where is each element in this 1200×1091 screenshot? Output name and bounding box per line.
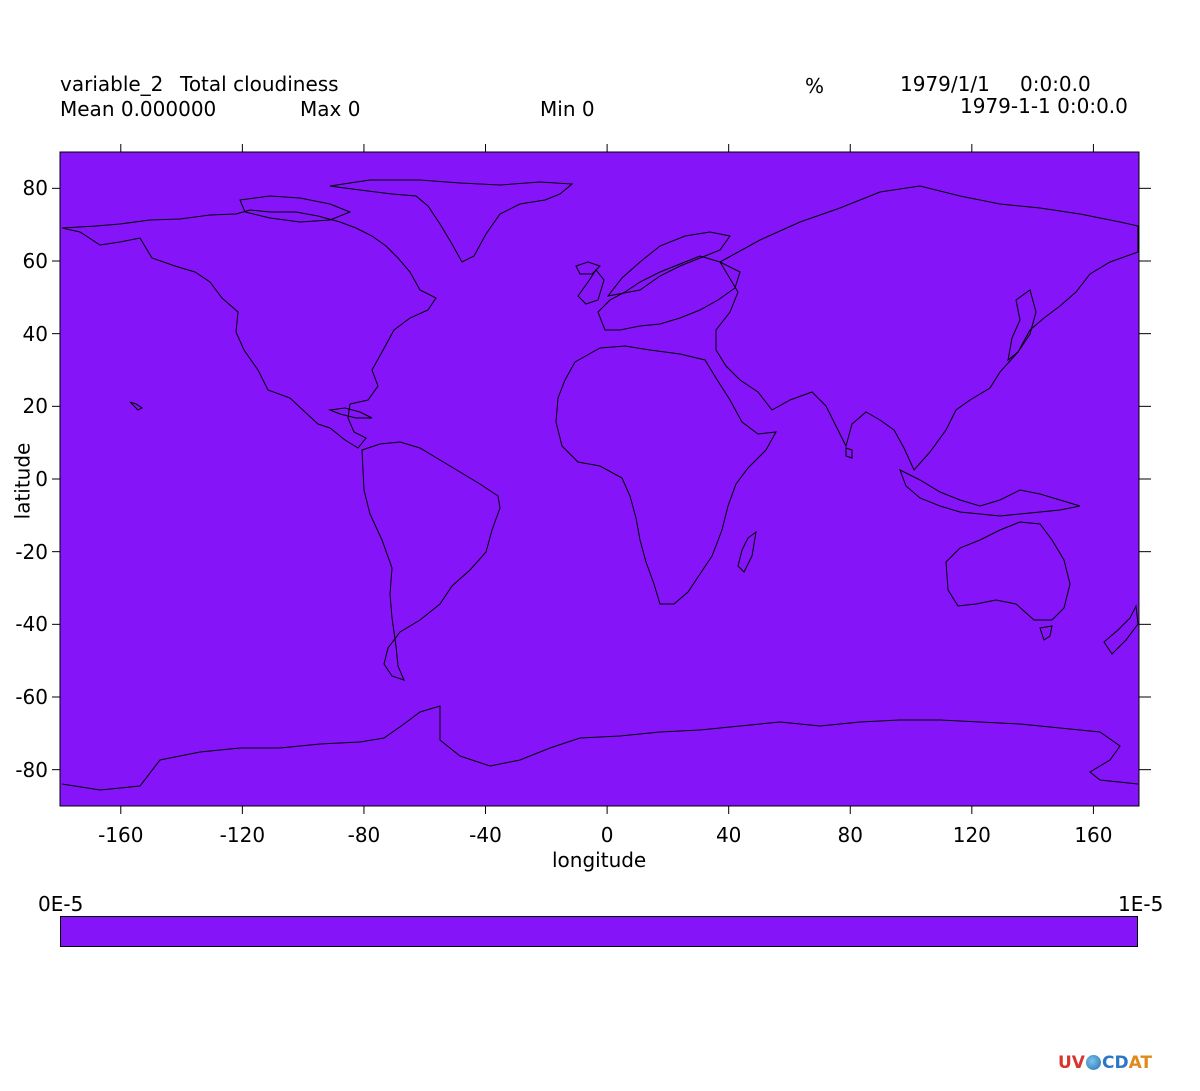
units-label: % [805, 74, 825, 98]
y-axis-label: latitude [10, 442, 35, 520]
datetime-label: 1979-1-1 0:0:0.0 [960, 94, 1128, 118]
y-tick-label: -20 [15, 539, 48, 564]
x-tick-label: 160 [1074, 823, 1113, 847]
coastline-cuba [328, 407, 373, 419]
coastline-greenland [329, 179, 574, 263]
coastline-south-america [361, 441, 501, 681]
x-tick-label: 0 [600, 823, 614, 847]
y-tick-label: 40 [22, 321, 48, 346]
y-tick-label: -60 [15, 685, 48, 709]
min-label: Min 0 [540, 97, 595, 121]
uvcdat-logo: UV CDAT [1058, 1054, 1152, 1072]
coastline-arctic-islands [239, 195, 352, 223]
coastline-japan [1007, 289, 1037, 362]
x-tick-label: 120 [952, 823, 991, 847]
coastline-tasmania [1039, 625, 1053, 641]
axis-ticks [52, 144, 1151, 814]
colorbar-min-label: 0E-5 [38, 892, 84, 916]
x-tick-label: -120 [219, 823, 266, 847]
logo-text-cd: CD [1101, 1053, 1129, 1073]
coastline-australia [945, 521, 1071, 621]
coastline-scandinavia [606, 231, 731, 297]
coastline-north-america [61, 209, 437, 449]
logo-text-at: AT [1128, 1053, 1152, 1073]
mean-label: Mean 0.000000 [60, 97, 217, 121]
coastline-madagascar [737, 530, 757, 573]
y-tick-label: 80 [22, 176, 48, 201]
x-axis-label: longitude [552, 848, 647, 872]
x-tick-label: -160 [98, 823, 144, 847]
map-data-field [60, 152, 1139, 806]
colorbar [60, 916, 1138, 947]
coastline-hawaii [129, 401, 143, 411]
coastline-sri-lanka [845, 447, 853, 459]
globe-icon [1085, 1055, 1101, 1070]
y-tick-label: 60 [22, 249, 48, 273]
variable-long-name: Total cloudiness [180, 72, 339, 96]
coastline-new-zealand [1103, 604, 1139, 655]
logo-text-uv: UV [1058, 1053, 1085, 1073]
variable-name: variable_2 [60, 72, 164, 96]
y-tick-label: -80 [15, 757, 48, 782]
coastline-africa [555, 345, 777, 605]
x-tick-label: 80 [837, 823, 863, 847]
coastline-europe [597, 255, 741, 331]
max-label: Max 0 [300, 97, 361, 121]
x-tick-label: 40 [715, 823, 742, 847]
coastline-asia [715, 185, 1139, 471]
date-label: 1979/1/1 [900, 72, 990, 96]
coastline-antarctica [61, 705, 1139, 791]
coastlines [61, 179, 1139, 791]
x-tick-label: -40 [469, 823, 502, 847]
time-label: 0:0:0.0 [1020, 72, 1091, 96]
coastline-indonesia [899, 468, 1081, 517]
y-tick-label: 20 [22, 394, 48, 419]
y-tick-label: -40 [15, 612, 48, 637]
coastline-british-isles [577, 269, 605, 305]
coastline-iceland [575, 261, 601, 275]
x-tick-label: -80 [347, 823, 381, 847]
map-plot [52, 144, 1151, 814]
y-tick-label: 0 [35, 467, 48, 491]
colorbar-max-label: 1E-5 [1118, 892, 1164, 916]
